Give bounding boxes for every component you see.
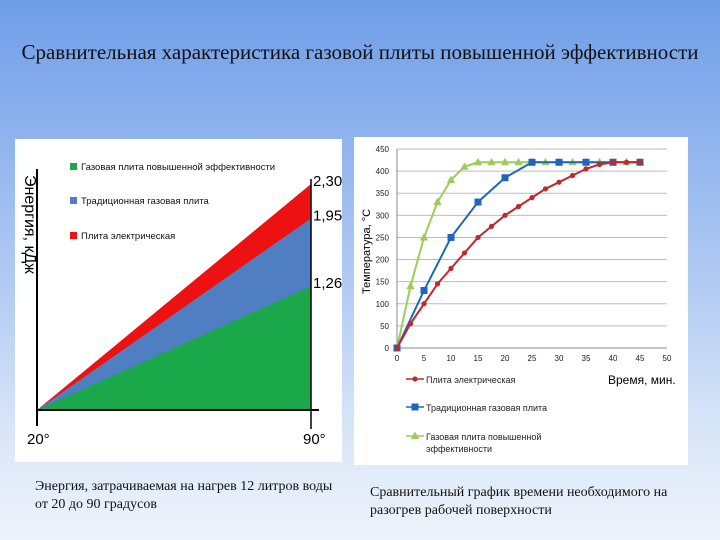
legend-swatch xyxy=(70,163,77,170)
data-point xyxy=(556,179,562,185)
y-tick-label: 450 xyxy=(376,145,390,154)
data-point xyxy=(446,175,456,183)
x-tick-label: 90° xyxy=(303,431,326,448)
y-axis-label: Температура, °С xyxy=(361,209,373,294)
x-tick-label: 40 xyxy=(609,354,618,363)
page-title: Сравнительная характеристика газовой пли… xyxy=(21,40,699,64)
y-tick-label: 150 xyxy=(376,278,390,287)
data-point xyxy=(447,233,455,241)
data-point xyxy=(475,234,481,241)
legend-swatch xyxy=(70,197,77,204)
data-point xyxy=(529,195,535,201)
series-line-traditional-gas xyxy=(396,161,640,349)
x-tick-label: 15 xyxy=(474,354,483,363)
data-label: 1,26 xyxy=(313,275,342,292)
x-tick-label: 10 xyxy=(447,354,456,363)
x-tick-label: 20° xyxy=(27,431,50,448)
y-tick-label: 350 xyxy=(376,189,390,198)
data-point xyxy=(394,345,400,351)
legend-swatch xyxy=(70,232,77,239)
data-point xyxy=(542,186,549,192)
energy-caption: Энергия, затрачиваемая на нагрев 12 литр… xyxy=(35,479,333,512)
data-point xyxy=(528,158,536,166)
legend-marker xyxy=(410,431,420,439)
x-tick-label: 30 xyxy=(555,354,564,363)
data-point xyxy=(582,158,590,166)
data-point xyxy=(474,198,482,206)
data-point xyxy=(420,287,428,295)
data-point xyxy=(596,161,603,168)
data-point xyxy=(623,159,630,165)
data-point xyxy=(434,281,441,287)
data-point xyxy=(488,223,495,229)
legend-label: Традиционная газовая плита xyxy=(81,196,209,207)
x-axis-label: Время, мин. xyxy=(608,373,676,387)
legend-label: Традиционная газовая плита xyxy=(426,403,547,413)
data-point xyxy=(637,159,643,165)
legend-label: Газовая плита повышенной эффективности xyxy=(81,162,275,173)
y-tick-label: 300 xyxy=(376,211,390,220)
x-tick-label: 45 xyxy=(636,354,645,363)
x-tick-label: 50 xyxy=(663,354,672,363)
data-point xyxy=(419,232,429,241)
data-point xyxy=(555,158,563,166)
x-tick-label: 35 xyxy=(582,354,591,363)
y-tick-label: 400 xyxy=(376,167,390,176)
legend-label: Плита электрическая xyxy=(81,231,175,242)
y-tick-label: 200 xyxy=(376,256,390,265)
series-line-electric xyxy=(396,161,640,349)
legend-marker xyxy=(412,376,418,382)
data-point xyxy=(406,281,415,290)
data-point xyxy=(502,212,508,218)
data-point xyxy=(514,157,523,166)
energy-area-chart: Энергия, кДж 20° 90° 2,30 1,95 1,26 Газовая пл… xyxy=(21,162,342,448)
data-point xyxy=(569,172,576,179)
data-point xyxy=(473,157,483,166)
time-caption: Сравнительный график времени необходимог… xyxy=(370,485,668,518)
temperature-line-chart: 0 50 100 150 200 250 300 350 400 450 0 5 10 15 20 25 30 3… xyxy=(361,145,676,454)
data-point xyxy=(407,321,414,327)
data-point xyxy=(433,197,442,206)
y-tick-label: 250 xyxy=(376,233,390,242)
x-tick-label: 0 xyxy=(395,354,400,363)
data-point xyxy=(515,203,522,210)
data-point xyxy=(583,166,589,172)
y-axis-label: Энергия, кДж xyxy=(21,175,38,274)
x-tick-label: 20 xyxy=(501,354,510,363)
data-point xyxy=(487,157,496,166)
legend-label: Плита электрическая xyxy=(426,375,515,385)
data-point xyxy=(421,301,427,307)
legend-label: Газовая плита повышенной эффективности xyxy=(426,432,541,454)
energy-chart-panel: Энергия, кДж 20° 90° 2,30 1,95 1,26 Газовая пл… xyxy=(15,139,342,462)
temperature-chart-panel: 0 50 100 150 200 250 300 350 400 450 0 5 10 15 20 25 30 3… xyxy=(354,137,688,465)
legend-marker xyxy=(411,403,419,411)
series-line-efficient-gas xyxy=(396,161,640,349)
y-tick-label: 0 xyxy=(385,344,390,353)
data-label: 1,95 xyxy=(313,207,342,224)
data-point xyxy=(501,174,509,182)
data-label: 2,30 xyxy=(313,173,342,190)
x-tick-label: 25 xyxy=(528,354,537,363)
area-efficient-gas xyxy=(37,286,311,410)
y-tick-label: 50 xyxy=(380,322,389,331)
data-point xyxy=(500,157,510,166)
x-tick-label: 5 xyxy=(422,354,427,363)
data-point xyxy=(461,250,468,256)
data-point xyxy=(610,159,616,165)
data-point xyxy=(448,265,454,271)
data-point xyxy=(460,162,469,170)
y-tick-label: 100 xyxy=(376,300,390,309)
